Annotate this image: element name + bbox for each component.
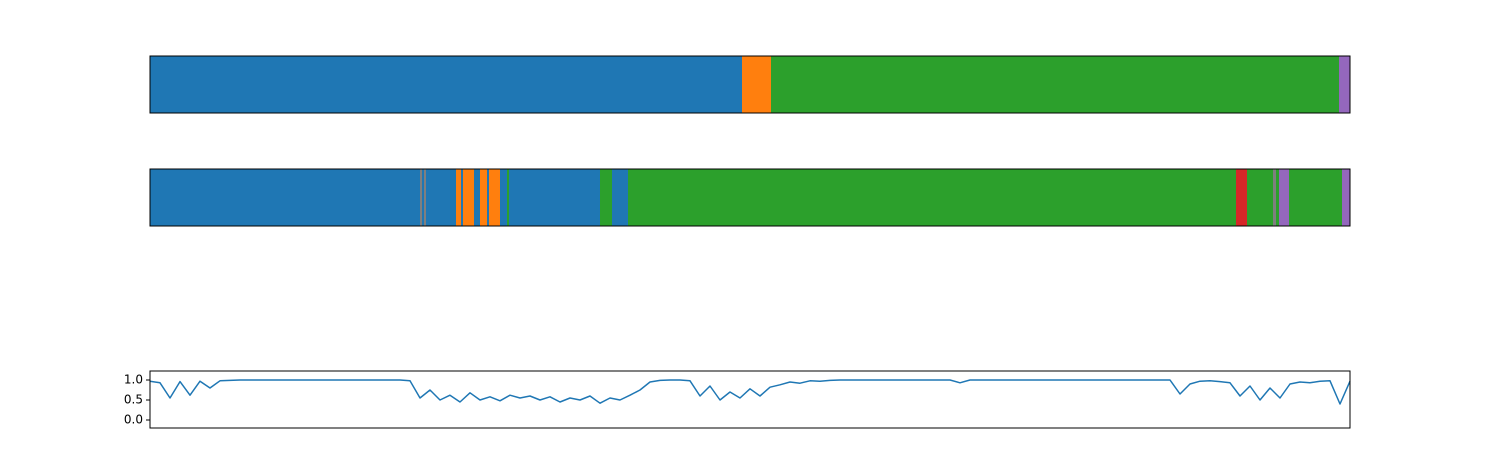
segment bbox=[480, 169, 487, 226]
segment bbox=[424, 169, 426, 226]
segment bbox=[487, 169, 489, 226]
axes-frame bbox=[149, 370, 1351, 429]
segment bbox=[1289, 169, 1342, 226]
segment bbox=[612, 169, 628, 226]
line bbox=[149, 379, 1351, 405]
segment bbox=[500, 169, 507, 226]
segment bbox=[628, 169, 1236, 226]
segment bbox=[1236, 169, 1247, 226]
y-tick-label: 0.5 bbox=[124, 393, 143, 407]
segment bbox=[420, 169, 422, 226]
segment bbox=[1273, 169, 1276, 226]
segment bbox=[509, 169, 600, 226]
segment bbox=[1279, 169, 1289, 226]
segment bbox=[422, 169, 424, 226]
segment bbox=[1342, 169, 1350, 226]
segment bbox=[150, 169, 420, 226]
y-tick-label: 1.0 bbox=[124, 373, 143, 387]
segment bbox=[507, 169, 509, 226]
segment bbox=[742, 56, 771, 113]
segment bbox=[474, 169, 480, 226]
segment bbox=[1247, 169, 1273, 226]
axes-frame bbox=[149, 55, 1351, 114]
segment bbox=[1339, 56, 1350, 113]
segment bbox=[600, 169, 612, 226]
segment bbox=[463, 169, 474, 226]
segment bbox=[456, 169, 461, 226]
segment bbox=[150, 56, 742, 113]
segment bbox=[771, 56, 1339, 113]
segment bbox=[461, 169, 463, 226]
segment bbox=[1276, 169, 1279, 226]
segment bbox=[426, 169, 456, 226]
axes-frame bbox=[149, 168, 1351, 227]
y-tick-label: 0.0 bbox=[124, 413, 143, 427]
segment bbox=[489, 169, 500, 226]
